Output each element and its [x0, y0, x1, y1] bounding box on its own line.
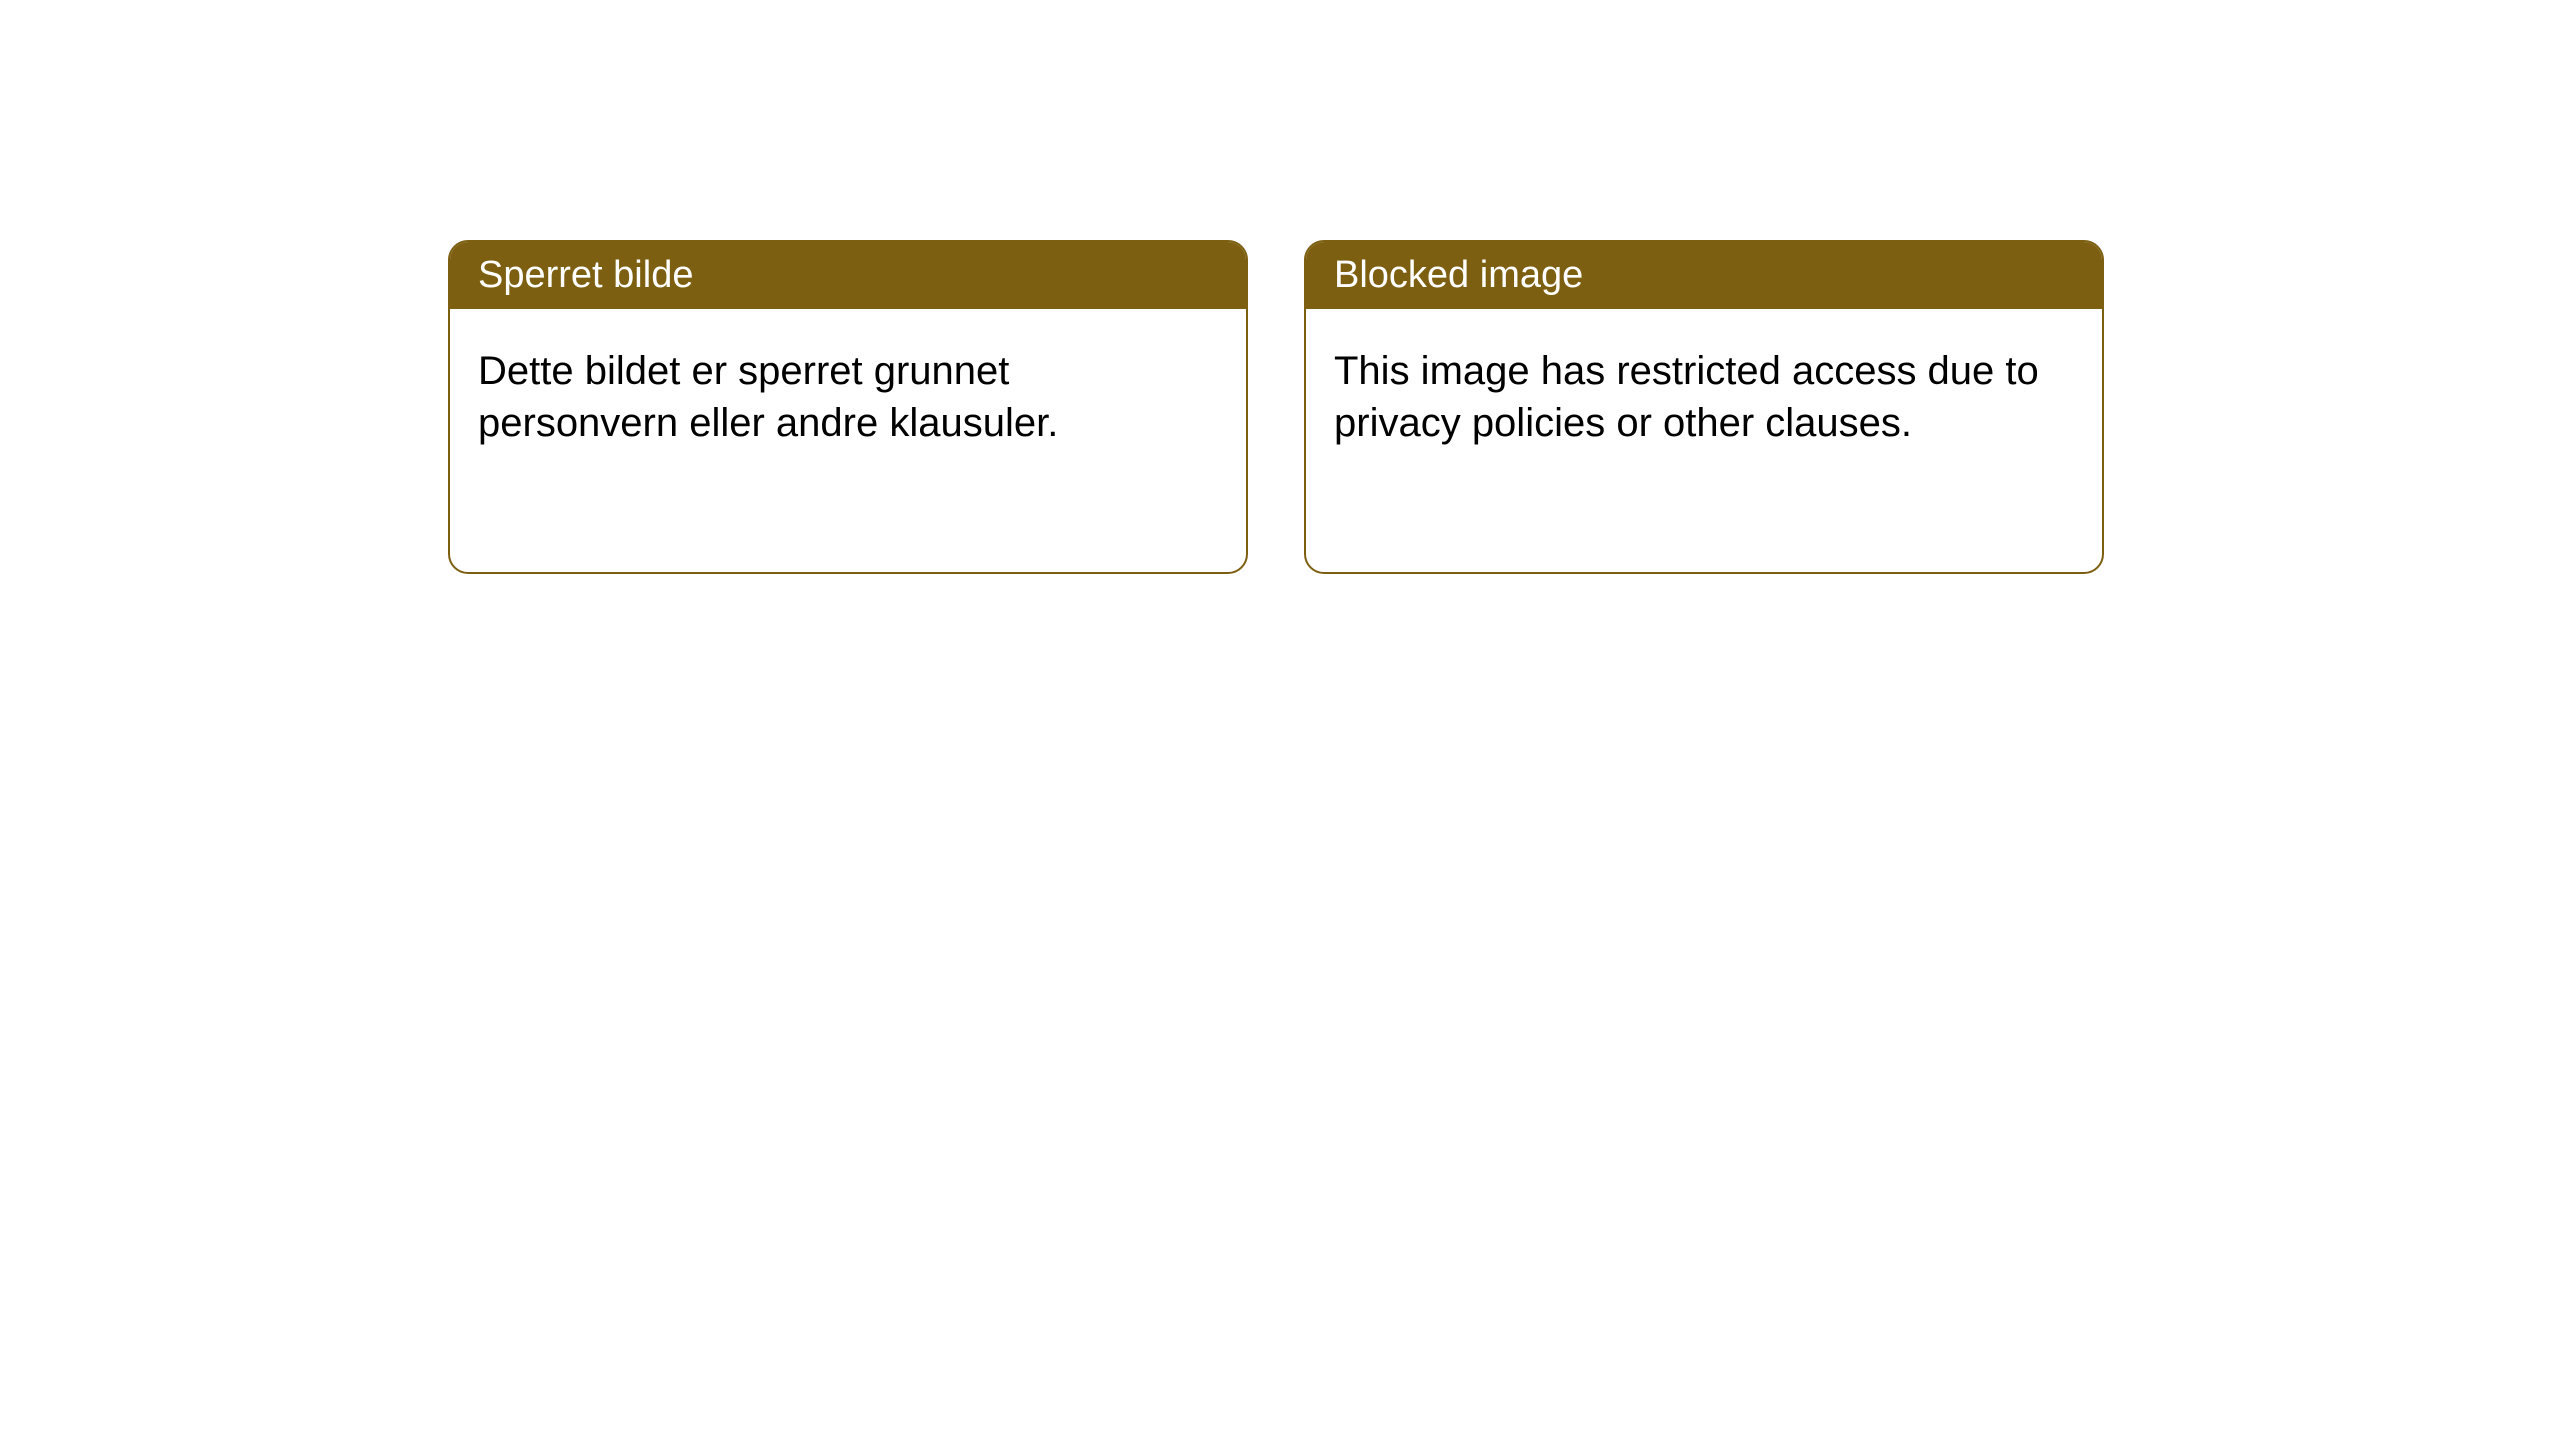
- card-body: Dette bildet er sperret grunnet personve…: [450, 309, 1246, 485]
- card-header: Blocked image: [1306, 242, 2102, 309]
- card-header: Sperret bilde: [450, 242, 1246, 309]
- notice-card-norwegian: Sperret bilde Dette bildet er sperret gr…: [448, 240, 1248, 574]
- notice-card-english: Blocked image This image has restricted …: [1304, 240, 2104, 574]
- card-body: This image has restricted access due to …: [1306, 309, 2102, 485]
- cards-container: Sperret bilde Dette bildet er sperret gr…: [448, 240, 2560, 574]
